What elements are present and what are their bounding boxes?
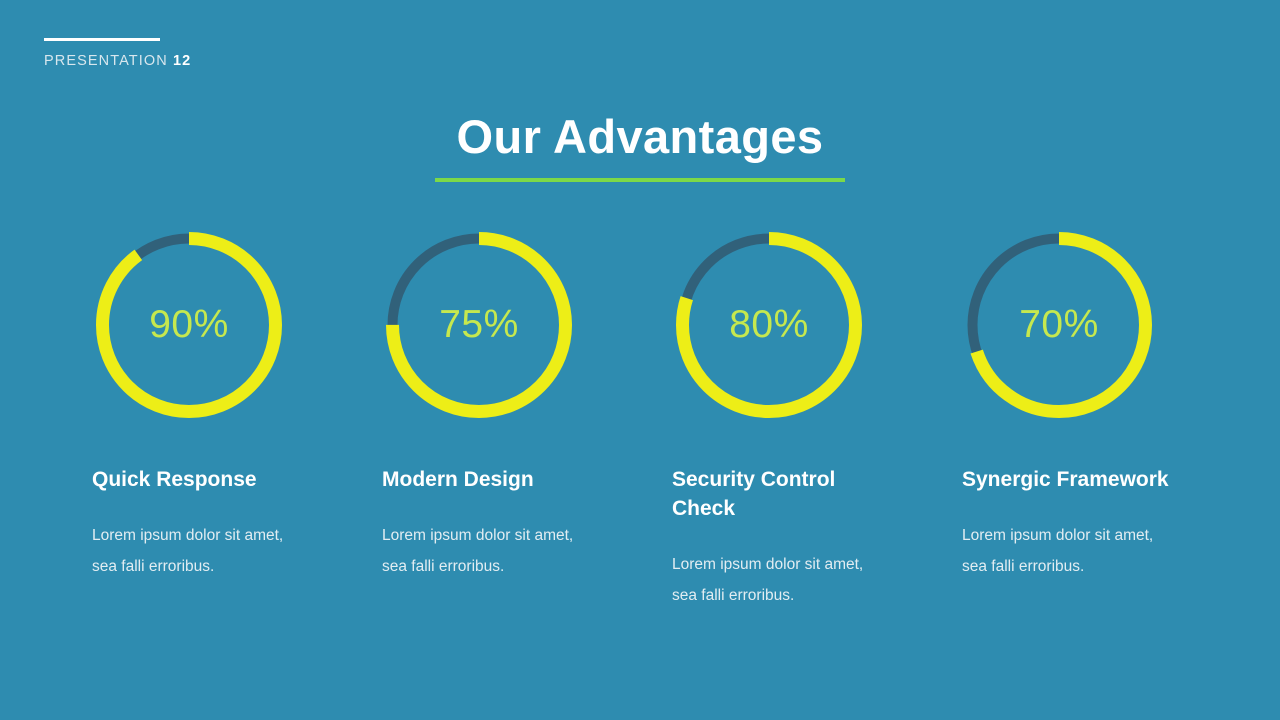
advantage-column: 70% Synergic Framework Lorem ipsum dolor s… (914, 232, 1204, 611)
presentation-label: PRESENTATION (44, 53, 168, 69)
page-title: Our Advantages (456, 110, 824, 163)
title-underline (435, 178, 845, 182)
advantage-body-text: Lorem ipsum dolor sit amet, sea falli er… (382, 527, 574, 575)
advantage-column: 80% Security Control Check Lorem ipsum dol… (624, 232, 914, 611)
presentation-rule (44, 38, 160, 41)
donut-value-label: 75% (439, 303, 519, 346)
advantage-body-text: Lorem ipsum dolor sit amet, sea falli er… (962, 527, 1154, 575)
advantage-heading: Security Control Check (672, 468, 836, 520)
presentation-number: 12 (172, 53, 192, 69)
donut-ring: 90% (96, 232, 282, 418)
donut-chart: 75% (334, 232, 624, 442)
donut-value-label: 90% (149, 303, 229, 346)
donut-progress-arc (966, 232, 1152, 418)
donut-chart: 80% (624, 232, 914, 442)
presentation-caption: PRESENTATION 12 (44, 53, 191, 69)
advantage-body-text: Lorem ipsum dolor sit amet, sea falli er… (672, 556, 864, 604)
donut-chart: 90% (44, 232, 334, 442)
donut-value-label: 80% (729, 303, 809, 346)
donut-progress-arc (386, 232, 572, 418)
advantage-column: 90% Quick Response Lorem ipsum dolor sit a… (44, 232, 334, 611)
advantage-columns: 90% Quick Response Lorem ipsum dolor sit a… (0, 232, 1280, 611)
donut-progress-arc (676, 232, 862, 418)
donut-ring: 70% (966, 232, 1152, 418)
donut-value-label: 70% (1019, 303, 1099, 346)
donut-progress-arc (96, 232, 282, 418)
title-block: Our Advantages (0, 108, 1280, 182)
advantage-heading: Modern Design (382, 468, 534, 491)
presentation-tag: PRESENTATION 12 (44, 38, 191, 69)
advantage-column: 75% Modern Design Lorem ipsum dolor sit am… (334, 232, 624, 611)
donut-ring: 80% (676, 232, 862, 418)
donut-ring: 75% (386, 232, 572, 418)
donut-chart: 70% (914, 232, 1204, 442)
advantage-heading: Quick Response (92, 468, 257, 491)
advantage-body-text: Lorem ipsum dolor sit amet, sea falli er… (92, 527, 284, 575)
advantage-heading: Synergic Framework (962, 468, 1169, 491)
